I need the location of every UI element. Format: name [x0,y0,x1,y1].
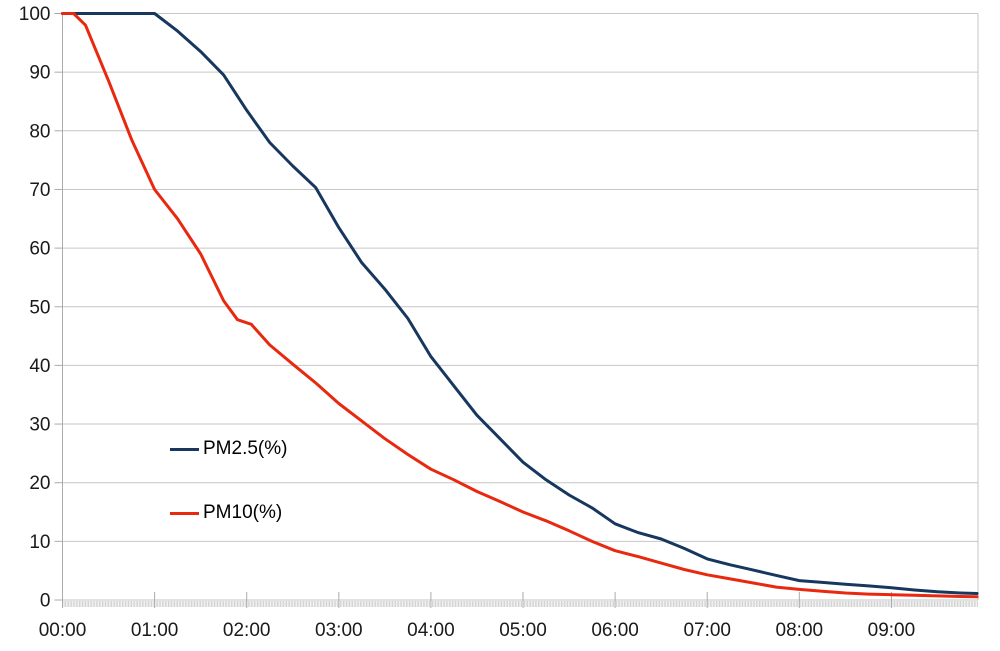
legend-label-pm10: PM10(%) [203,502,283,523]
y-axis-label: 90 [29,63,50,84]
y-axis-label: 70 [29,180,50,201]
y-axis-label: 80 [29,121,50,142]
x-axis-label: 08:00 [776,620,824,641]
legend: PM2.5(%) PM10(%) [170,438,287,566]
y-axis-label: 50 [29,297,50,318]
legend-label-pm25: PM2.5(%) [203,438,288,459]
x-axis-label: 09:00 [868,620,916,641]
legend-item-pm25: PM2.5(%) [170,438,287,460]
x-axis-label: 04:00 [407,620,455,641]
y-axis-label: 30 [29,415,50,436]
legend-item-pm10: PM10(%) [170,502,287,524]
x-axis-label: 02:00 [223,620,271,641]
minute-tick-comb [62,601,978,607]
y-axis-label: 100 [19,4,51,25]
x-axis-label: 01:00 [131,620,179,641]
y-axis-label: 60 [29,239,50,260]
y-axis-label: 0 [40,591,51,612]
y-axis-label: 10 [29,532,50,553]
pm10-line-swatch [170,511,199,515]
x-axis-label: 05:00 [499,620,547,641]
x-axis-label: 07:00 [683,620,731,641]
pm25-line-swatch [170,447,199,451]
series-line-pm10 [61,12,979,599]
y-axis-label: 20 [29,473,50,494]
series-line-pm25 [61,12,979,595]
x-axis-label: 00:00 [39,620,87,641]
y-axis-label: 40 [29,356,50,377]
x-axis-label: 06:00 [591,620,639,641]
x-axis-label: 03:00 [315,620,363,641]
